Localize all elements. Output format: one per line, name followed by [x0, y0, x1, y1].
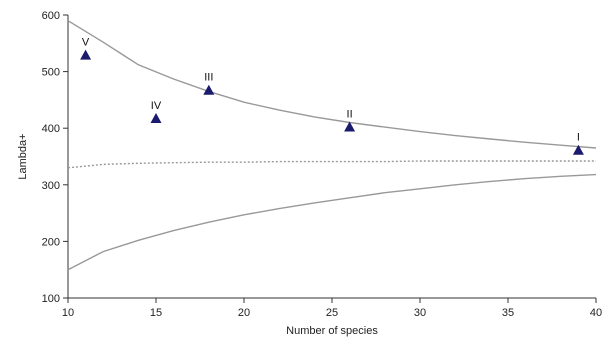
x-tick-label: 40	[590, 307, 602, 319]
y-tick-label: 400	[42, 123, 60, 135]
y-tick-label: 300	[42, 180, 60, 192]
x-tick-label: 30	[414, 307, 426, 319]
triangle-point	[150, 113, 162, 124]
y-tick-label: 500	[42, 67, 60, 79]
axes	[67, 15, 596, 299]
triangle-point	[344, 121, 356, 132]
y-axis-label: Lambda+	[17, 133, 29, 179]
curve-group	[67, 20, 597, 271]
x-tick-label: 35	[502, 307, 514, 319]
lower-envelope-line	[67, 173, 597, 271]
tick-group: 100 200 300 400 500 600 10 15 20 25 30 35 40	[42, 10, 602, 319]
point-label: II	[347, 109, 353, 121]
x-tick-label: 15	[150, 307, 162, 319]
x-tick-label: 25	[326, 307, 338, 319]
upper-envelope-line	[67, 20, 597, 149]
point-label: IV	[151, 100, 162, 112]
x-tick-label: 10	[62, 307, 74, 319]
x-axis-label: Number of species	[286, 325, 378, 337]
y-tick-label: 600	[42, 10, 60, 22]
point-label: III	[204, 72, 213, 84]
mean-line	[67, 160, 596, 169]
triangle-point	[572, 144, 584, 155]
y-tick-label: 200	[42, 236, 60, 248]
triangle-point	[80, 49, 92, 60]
point-label: I	[577, 132, 580, 144]
x-tick-label: 20	[238, 307, 250, 319]
point-label: V	[82, 37, 90, 49]
y-tick-label: 100	[42, 293, 60, 305]
triangle-point	[203, 84, 215, 95]
